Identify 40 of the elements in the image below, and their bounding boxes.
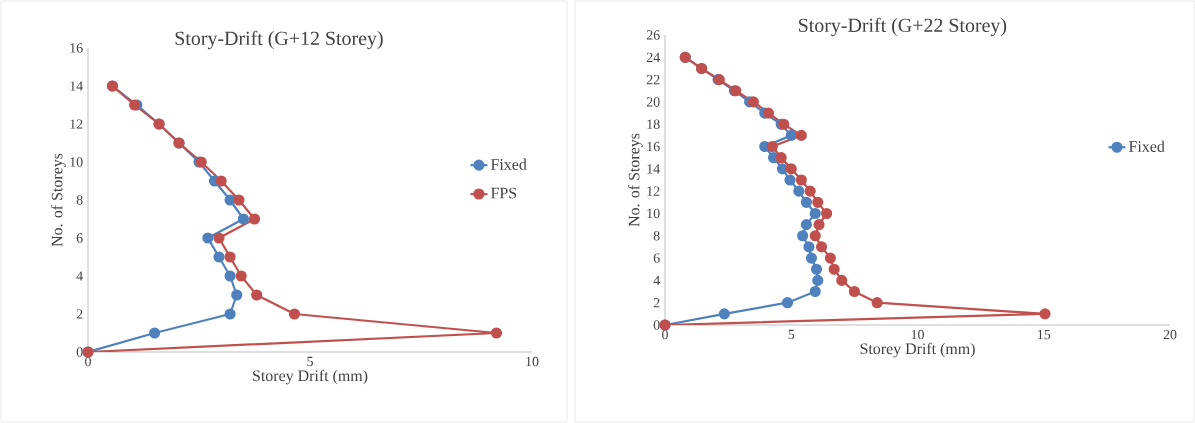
y-tick-label: 16 <box>70 43 83 53</box>
x-axis-title: Storey Drift (mm) <box>860 342 975 358</box>
y-tick-label: 14 <box>647 164 660 174</box>
x-axis-title: Storey Drift (mm) <box>253 369 368 385</box>
y-tick-label: 22 <box>646 75 660 85</box>
y-tick-label: 6 <box>76 233 83 243</box>
y-tick-label: 12 <box>70 119 83 129</box>
y-tick-label: 24 <box>646 52 660 62</box>
y-tick-label: 16 <box>647 141 660 152</box>
y-tick-label: 20 <box>646 97 660 107</box>
legend-label: Fixed <box>490 158 527 170</box>
y-tick-label: 10 <box>647 208 660 219</box>
x-tick-label: 15 <box>1038 329 1051 340</box>
legend-label: Fixed <box>1128 140 1165 152</box>
y-tick-label: 8 <box>76 195 83 205</box>
y-tick-label: 4 <box>653 275 660 285</box>
x-tick-label: 10 <box>911 329 924 340</box>
y-tick-label: 26 <box>646 30 660 40</box>
x-tick-label: 10 <box>526 356 539 367</box>
chart-title: Story-Drift (G+22 Storey) <box>799 17 1007 37</box>
x-tick-label: 5 <box>307 356 313 367</box>
y-tick-label: 8 <box>653 231 660 241</box>
y-tick-label: 10 <box>70 157 83 167</box>
chart-title: Story-Drift (G+12 Storey) <box>175 30 383 50</box>
y-tick-label: 18 <box>647 119 660 129</box>
legend-label: FPS <box>490 187 517 199</box>
x-tick-label: 0 <box>85 356 91 367</box>
y-tick-label: 4 <box>76 271 83 281</box>
y-tick-label: 2 <box>653 298 660 308</box>
y-tick-label: 0 <box>76 347 83 357</box>
x-tick-label: 0 <box>662 329 668 340</box>
y-tick-label: 2 <box>76 309 83 319</box>
y-tick-label: 12 <box>647 186 660 196</box>
y-tick-label: 0 <box>653 320 660 330</box>
y-axis-title: No. of Storeys <box>628 133 643 227</box>
y-tick-label: 14 <box>70 81 83 91</box>
y-tick-label: 6 <box>653 253 660 263</box>
x-tick-label: 20 <box>1163 329 1177 340</box>
x-tick-label: 5 <box>788 329 795 340</box>
y-axis-title: No. of Storeys <box>51 153 66 247</box>
